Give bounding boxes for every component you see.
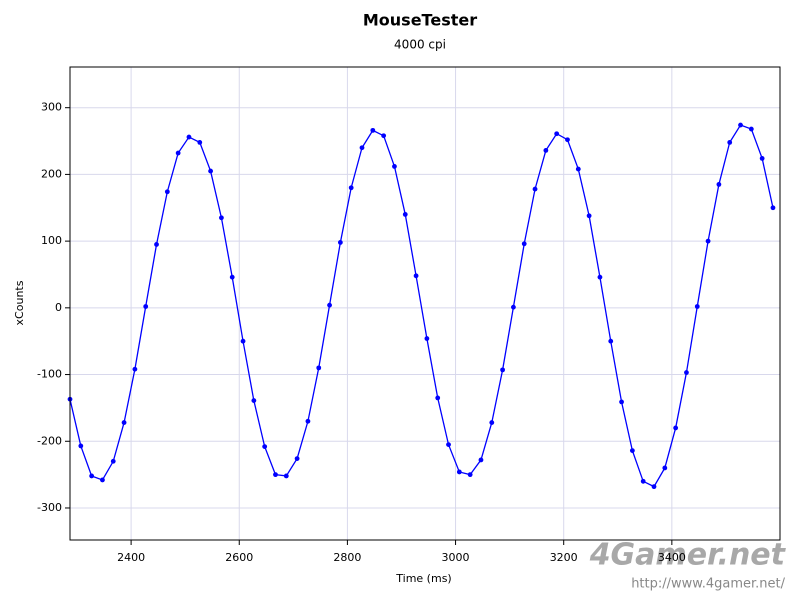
data-point: [381, 133, 387, 139]
data-point: [424, 336, 430, 341]
data-point: [554, 131, 560, 137]
data-point: [154, 242, 159, 247]
data-point: [370, 127, 376, 133]
data-point: [186, 134, 192, 140]
data-point: [651, 484, 657, 490]
plot: [67, 122, 776, 490]
data-point: [294, 456, 300, 462]
data-point: [132, 366, 138, 372]
y-tick-label: -300: [37, 501, 62, 514]
data-point: [283, 473, 289, 479]
data-point: [240, 338, 246, 344]
plot-frame: [69, 66, 781, 541]
y-axis-label: xCounts: [13, 280, 26, 325]
data-point: [392, 164, 397, 169]
x-tick-label: 3400: [658, 551, 686, 564]
watermark: 4Gamer.net: [589, 538, 787, 573]
data-line: [69, 124, 774, 488]
data-point: [251, 398, 257, 403]
y-tick-label: -200: [37, 434, 62, 447]
data-point: [446, 442, 451, 447]
data-point: [337, 240, 343, 245]
data-point: [273, 472, 278, 478]
chart-subtitle: 4000 cpi: [394, 38, 446, 52]
x-tick-label: 2400: [117, 551, 145, 564]
data-point: [748, 126, 754, 132]
data-point: [229, 274, 235, 280]
y-tick-label: 100: [41, 234, 62, 247]
data-point: [575, 166, 581, 172]
data-point: [629, 448, 635, 454]
data-point: [402, 212, 408, 217]
x-axis-label: Time (ms): [395, 572, 451, 585]
data-point: [716, 182, 722, 187]
data-point: [164, 189, 170, 195]
data-point: [197, 139, 203, 145]
data-point: [489, 420, 495, 425]
y-tick-label: 200: [41, 167, 62, 180]
data-point: [532, 186, 538, 192]
data-point: [359, 145, 365, 151]
data-point: [143, 304, 149, 309]
data-point: [511, 304, 516, 310]
data-point: [478, 457, 484, 463]
data-point: [759, 155, 765, 161]
y-tick-label: 300: [41, 101, 62, 114]
x-tick-label: 2800: [333, 551, 361, 564]
data-point: [727, 139, 733, 145]
data-point: [208, 168, 213, 174]
data-point: [305, 418, 311, 424]
data-point: [175, 150, 181, 156]
data-point: [770, 205, 776, 211]
data-point: [500, 367, 505, 373]
data-point: [608, 338, 614, 344]
data-point: [640, 478, 646, 484]
watermark-url: http://www.4gamer.net/: [631, 577, 785, 592]
data-point: [543, 147, 549, 153]
data-point: [110, 458, 116, 464]
data-point: [121, 420, 127, 425]
data-point: [673, 425, 679, 431]
data-point: [694, 304, 700, 309]
data-point: [100, 477, 105, 483]
data-point: [597, 274, 603, 280]
data-point: [521, 241, 527, 247]
data-point: [348, 185, 354, 191]
data-point: [684, 370, 689, 375]
data-point: [89, 473, 95, 479]
x-tick-label: 3200: [550, 551, 578, 564]
chart-title: MouseTester: [363, 11, 477, 30]
grid: [70, 67, 780, 540]
data-point: [327, 302, 332, 308]
data-point: [435, 395, 441, 401]
data-point: [467, 472, 473, 478]
data-point: [705, 238, 711, 244]
data-point: [78, 443, 84, 449]
data-point: [565, 137, 570, 143]
y-tick-label: 0: [55, 301, 62, 314]
data-point: [262, 444, 268, 450]
data-point: [619, 399, 624, 405]
data-point: [586, 213, 592, 219]
data-point: [219, 215, 224, 221]
y-tick-label: -100: [37, 368, 62, 381]
x-tick-label: 2600: [225, 551, 253, 564]
data-point: [413, 273, 419, 279]
data-point: [662, 465, 668, 471]
data-point: [738, 122, 743, 128]
data-point: [316, 365, 322, 371]
x-tick-label: 3000: [442, 551, 470, 564]
data-point: [456, 469, 462, 475]
